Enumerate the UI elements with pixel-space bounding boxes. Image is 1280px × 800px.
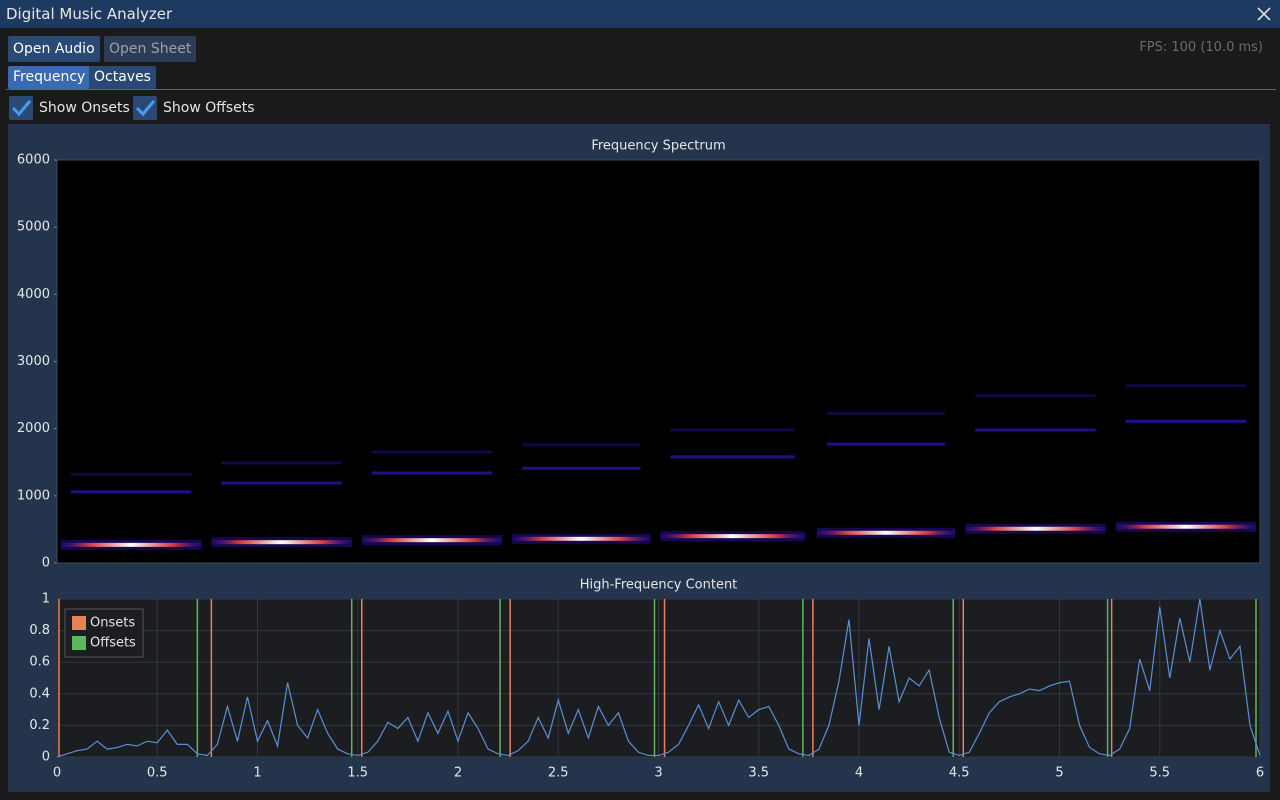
checkbox-label: Show Offsets [163,100,255,116]
y-tick-label: 5000 [17,220,50,235]
note-band [512,536,651,541]
open-sheet-button[interactable]: Open Sheet [104,36,197,62]
harmonic-band [522,466,641,470]
harmonic-band [826,411,946,415]
x-tick-label: 0 [53,766,61,781]
open-audio-button[interactable]: Open Audio [8,36,100,62]
plot-frame [56,159,1261,564]
title-bar: Digital Music Analyzer [0,0,1280,28]
harmonic-band [1125,384,1246,388]
x-tick-label: 5.5 [1149,766,1170,781]
legend-swatch [72,636,86,650]
harmonic-band [975,428,1096,432]
y-tick-label: 1000 [17,488,50,503]
x-tick-label: 2.5 [548,766,569,781]
harmonic-band [371,471,493,475]
x-tick-label: 1.5 [347,766,368,781]
harmonic-band [71,472,192,476]
x-tick-label: 1 [253,766,261,781]
tab-underline [6,89,1276,90]
x-tick-label: 0.5 [147,766,168,781]
x-tick-label: 4.5 [949,766,970,781]
legend-label: Offsets [90,636,136,651]
x-tick-label: 3.5 [748,766,769,781]
y-tick-label: 0.6 [29,655,50,670]
y-tick-label: 3000 [17,354,50,369]
note-band [1115,524,1256,529]
x-tick-label: 4 [855,766,863,781]
harmonic-band [371,450,493,454]
harmonic-band [221,461,342,465]
y-tick-label: 0.8 [29,623,50,638]
legend-swatch [72,616,86,630]
harmonic-band [670,455,795,459]
y-tick-label: 0 [42,556,50,571]
fps-label: FPS: 100 (10.0 ms) [1139,40,1263,55]
harmonic-band [221,481,342,485]
note-band [211,540,352,545]
harmonic-band [1125,419,1246,423]
y-tick-label: 0 [42,750,50,765]
y-tick-label: 1 [42,592,50,607]
window-title: Digital Music Analyzer [6,5,173,23]
y-tick-label: 2000 [17,421,50,436]
harmonic-band [71,490,192,494]
chart-title: Frequency Spectrum [591,139,725,154]
y-tick-label: 6000 [17,153,50,168]
chart-title: High-Frequency Content [580,578,738,593]
harmonic-band [670,428,795,432]
note-band [965,526,1106,531]
x-tick-label: 3 [654,766,662,781]
harmonic-band [975,394,1096,398]
y-tick-label: 0.4 [29,686,50,701]
checkbox[interactable]: Show Onsets [9,96,130,120]
tab[interactable]: Frequency [8,66,91,89]
y-tick-label: 4000 [17,287,50,302]
hfc-line [56,598,1261,758]
harmonic-band [522,443,641,447]
x-tick-label: 6 [1256,766,1264,781]
y-tick-label: 0.2 [29,718,50,733]
x-tick-label: 2 [454,766,462,781]
note-band [660,534,805,539]
note-band [361,538,503,543]
harmonic-band [826,442,946,446]
x-tick-label: 5 [1055,766,1063,781]
checkbox-label: Show Onsets [39,100,130,116]
checkbox[interactable]: Show Offsets [133,96,255,120]
note-band [61,542,202,547]
tab[interactable]: Octaves [89,66,156,89]
plot-area [57,160,1260,563]
legend-label: Onsets [90,616,135,631]
note-band [816,530,956,535]
close-button[interactable] [1256,6,1272,22]
